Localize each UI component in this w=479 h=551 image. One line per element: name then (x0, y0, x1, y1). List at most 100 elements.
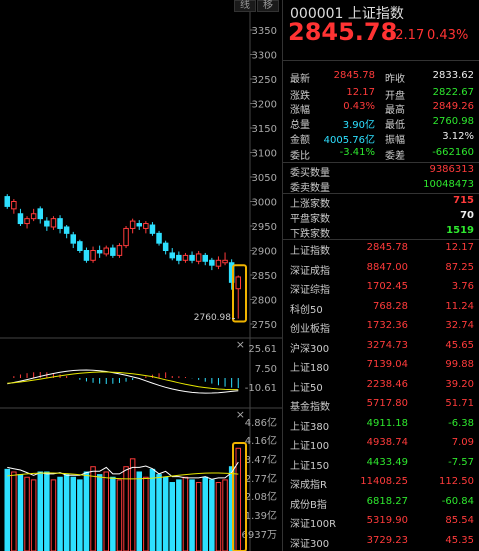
index-name: 上证380 (290, 421, 330, 433)
macd-close-icon: × (236, 338, 245, 351)
index-row[interactable]: 上证100 4938.74 7.09 (283, 434, 479, 453)
quote-value: 12.17 (346, 87, 375, 98)
volume-bar (169, 482, 175, 551)
volume-bar (83, 471, 90, 551)
index-price: 11408.25 (360, 476, 408, 487)
quote-value: 2849.26 (432, 101, 474, 112)
candle-body (129, 220, 136, 229)
candle-body (209, 259, 215, 266)
index-price: 2845.78 (366, 242, 408, 253)
volume-bar (44, 471, 50, 551)
quote-value: 3.90亿 (342, 120, 375, 131)
index-row[interactable]: 上证50 2238.46 39.20 (283, 376, 479, 395)
volume-bar (103, 471, 109, 551)
breadth-row: 上涨家数 715 (283, 195, 479, 210)
index-name: 成份B指 (290, 499, 327, 511)
volume-axis-label: 6937万 (242, 530, 277, 541)
quote-value: 3.12% (442, 131, 474, 142)
index-row[interactable]: 深证综指 1702.45 3.76 (283, 278, 479, 297)
current-price: 2845.78 (288, 18, 398, 46)
stock-title: 000001 上证指数 (290, 6, 404, 22)
volume-bar (235, 447, 241, 551)
order-value: 10048473 (423, 179, 474, 190)
volume-bar (77, 479, 83, 551)
index-change: 39.20 (445, 378, 474, 390)
index-row[interactable]: 科创50 768.28 11.24 (283, 298, 479, 317)
macd-axis-label: -10.61 (245, 383, 277, 394)
kline-chart-area[interactable]: 3350 3300 3250 3200 3150 3100 3050 3000 2950 2900… (0, 0, 282, 551)
candle-body (123, 227, 129, 247)
candle-body (103, 247, 109, 255)
index-row[interactable]: 上证150 4433.49 -7.57 (283, 454, 479, 473)
quote-row: 委比 -3.41% 委差 -662160 (283, 147, 479, 162)
index-row[interactable]: 上证180 7139.04 99.88 (283, 356, 479, 375)
quote-label: 昨收 (385, 74, 405, 85)
index-change: 45.65 (445, 339, 474, 351)
index-change: 11.24 (445, 300, 474, 312)
volume-ma5-line (7, 461, 239, 480)
index-price: 1732.36 (366, 320, 408, 331)
quote-row: 金额 4005.76亿 振幅 3.12% (283, 131, 479, 146)
index-row[interactable]: 深证300 3729.23 45.35 (283, 532, 479, 551)
volume-close-icon: × (236, 408, 245, 421)
volume-bar (63, 474, 70, 551)
volume-bar (4, 468, 10, 551)
index-row[interactable]: 沪深300 3274.73 45.65 (283, 337, 479, 356)
index-row[interactable]: 创业板指 1732.36 32.74 (283, 317, 479, 336)
index-price: 2238.46 (366, 378, 408, 390)
quote-value: 2833.62 (432, 70, 474, 81)
price-axis-label: 3300 (252, 51, 277, 62)
price-axis-label: 3350 (252, 26, 277, 37)
macd-dea-line (7, 371, 239, 391)
index-change: 112.50 (439, 476, 474, 487)
quote-row: 涨跌 12.17 开盘 2822.67 (283, 87, 479, 102)
index-name: 上证50 (290, 382, 323, 394)
candle-body (77, 241, 83, 251)
candle-body (37, 208, 43, 220)
volume-bar (17, 474, 24, 551)
index-row[interactable]: 基金指数 5717.80 51.71 (283, 395, 479, 414)
index-name: 上证180 (290, 363, 330, 374)
candle-body (96, 250, 103, 254)
breadth-value: 715 (453, 195, 474, 206)
move-mode-button[interactable]: 移 (257, 0, 279, 12)
candle-body (63, 226, 70, 234)
order-value: 9386313 (429, 164, 474, 175)
index-name: 深证成指 (290, 265, 330, 277)
quote-value: 2822.67 (432, 87, 474, 98)
volume-bar (176, 479, 182, 551)
index-row[interactable]: 成份B指 6818.27 -60.84 (283, 493, 479, 512)
price-axis-label: 3000 (252, 198, 277, 209)
index-row[interactable]: 深证100R 5319.90 85.54 (283, 512, 479, 531)
breadth-label: 下跌家数 (290, 229, 330, 240)
index-price: 4433.49 (366, 456, 408, 468)
breadth-row: 平盘家数 70 (283, 210, 479, 225)
candle-body (189, 254, 195, 261)
candle-body (11, 201, 17, 210)
index-change: 99.88 (445, 359, 474, 370)
index-row[interactable]: 深成指R 11408.25 112.50 (283, 473, 479, 492)
breadth-row: 下跌家数 1519 (283, 225, 479, 240)
index-price: 5319.90 (366, 515, 408, 526)
index-name: 上证100 (290, 441, 330, 452)
volume-bar (116, 479, 123, 551)
index-price: 5717.80 (366, 398, 408, 409)
index-name: 深成指R (290, 480, 327, 491)
index-row[interactable]: 深证成指 8847.00 87.25 (283, 259, 479, 278)
index-name: 上证150 (290, 460, 330, 472)
index-name: 科创50 (290, 304, 323, 316)
index-name: 深证300 (290, 538, 330, 550)
price-axis-label: 2800 (252, 296, 277, 307)
candle-body (44, 220, 50, 227)
volume-bar (11, 471, 17, 551)
index-row[interactable]: 上证380 4911.18 -6.38 (283, 415, 479, 434)
candlestick-chart[interactable]: 3350 3300 3250 3200 3150 3100 3050 3000 2950 2900… (0, 0, 282, 551)
quote-value: 4005.76亿 (323, 135, 375, 146)
index-change: -7.57 (448, 456, 474, 468)
volume-axis-label: 3.47亿 (245, 453, 277, 466)
line-mode-button[interactable]: 线 (234, 0, 256, 12)
index-row[interactable]: 上证指数 2845.78 12.17 (283, 239, 479, 258)
volume-bar (209, 479, 215, 551)
divider (283, 60, 479, 61)
volume-bar (222, 479, 228, 551)
